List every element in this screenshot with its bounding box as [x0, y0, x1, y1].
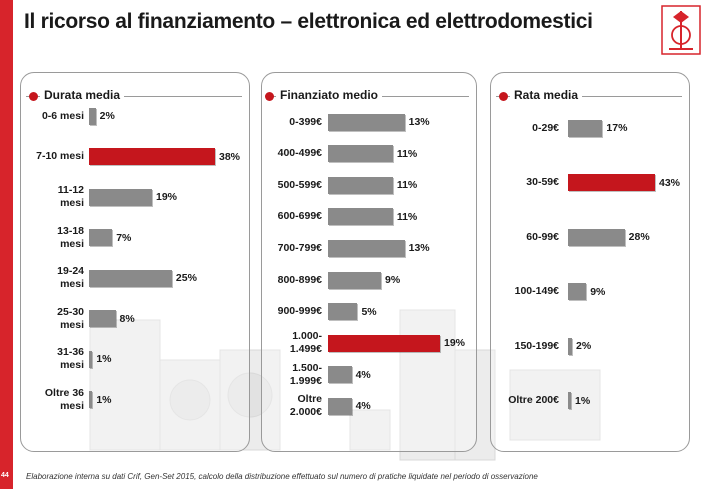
value-label: 17%	[606, 122, 628, 134]
category-label: 800-899€	[277, 273, 322, 286]
value-label: 28%	[628, 231, 650, 243]
chart-title: Rata media	[510, 88, 583, 102]
value-label: 11%	[396, 147, 418, 160]
category-label: 400-499€	[277, 147, 322, 160]
value-label: 9%	[590, 285, 606, 298]
category-label: 60-99€	[526, 230, 559, 243]
category-label: 1.000- 1.499€	[289, 330, 322, 356]
bar	[89, 148, 215, 165]
bar	[328, 366, 352, 384]
bar	[89, 310, 116, 327]
category-label: 7-10 mesi	[36, 150, 84, 162]
value-label: 5%	[361, 305, 377, 318]
value-label: 2%	[99, 110, 115, 122]
value-label: 8%	[119, 312, 135, 325]
bar	[328, 113, 405, 131]
red-dot-icon	[29, 92, 38, 101]
category-label: 700-799€	[277, 241, 322, 254]
bar	[328, 334, 440, 352]
bar	[89, 229, 113, 246]
footer-note: Elaborazione interna su dati Crif, Gen-S…	[26, 472, 538, 481]
red-dot-icon	[265, 92, 274, 101]
value-label: 1%	[575, 394, 591, 407]
bar	[89, 269, 172, 287]
bar	[328, 303, 358, 321]
value-label: 13%	[408, 116, 430, 128]
bar	[328, 208, 393, 226]
bar	[328, 397, 352, 415]
category-label: 100-149€	[514, 285, 559, 297]
value-label: 4%	[355, 400, 371, 413]
page-number: 44	[1, 472, 9, 479]
appliances-background	[89, 309, 601, 461]
bar	[328, 145, 393, 163]
value-label: 7%	[116, 231, 132, 244]
panel-title-rule	[26, 96, 242, 97]
bar	[568, 337, 573, 355]
category-label: 0-6 mesi	[41, 109, 84, 122]
category-label: 0-399€	[289, 115, 322, 128]
value-label: 1%	[96, 353, 112, 365]
company-logo-icon	[661, 5, 701, 55]
category-label: 900-999€	[277, 305, 322, 318]
value-label: 19%	[444, 337, 466, 350]
bar	[328, 239, 405, 257]
category-label: 11-12 mesi	[57, 184, 84, 209]
category-label: 500-599€	[277, 178, 322, 191]
bar	[568, 283, 587, 300]
panel-title-rule	[496, 96, 682, 97]
bar	[328, 271, 382, 289]
bar	[328, 176, 393, 194]
chart-title: Durata media	[40, 88, 125, 102]
bar	[568, 174, 655, 191]
page-title: Il ricorso al finanziamento – elettronic…	[24, 10, 593, 33]
category-label: Oltre 2.000€	[289, 393, 322, 419]
bar	[89, 188, 152, 206]
bar	[89, 350, 93, 368]
value-label: 19%	[156, 191, 178, 203]
chart-panel-2	[261, 72, 477, 452]
bar	[568, 119, 603, 137]
category-label: 150-199€	[514, 339, 559, 352]
category-label: Oltre 200€	[508, 394, 559, 406]
category-label: 30-59€	[526, 176, 559, 188]
category-label: 31-36 mesi	[57, 346, 84, 371]
bar	[89, 107, 96, 125]
chart-title: Finanziato medio	[276, 88, 383, 102]
value-label: 1%	[96, 393, 112, 406]
value-label: 13%	[408, 242, 430, 255]
chart-panel-1	[20, 72, 250, 452]
value-label: 25%	[175, 272, 197, 284]
category-label: 0-29€	[532, 121, 559, 134]
red-dot-icon	[499, 92, 508, 101]
category-label: 600-699€	[277, 210, 322, 223]
value-label: 38%	[219, 150, 241, 163]
value-label: 43%	[659, 176, 681, 189]
bar	[89, 391, 93, 408]
category-label: 19-24 mesi	[57, 265, 84, 290]
value-label: 2%	[576, 340, 592, 352]
accent-bar	[0, 0, 13, 489]
value-label: 11%	[396, 179, 418, 192]
category-label: 13-18 mesi	[57, 224, 84, 250]
value-label: 9%	[385, 274, 401, 286]
bar	[568, 228, 625, 246]
category-label: 1.500- 1.999€	[289, 361, 322, 387]
value-label: 11%	[396, 210, 418, 223]
bar	[568, 392, 571, 409]
value-label: 4%	[355, 368, 371, 381]
category-label: Oltre 36 mesi	[44, 386, 84, 412]
category-label: 25-30 mesi	[57, 305, 84, 331]
